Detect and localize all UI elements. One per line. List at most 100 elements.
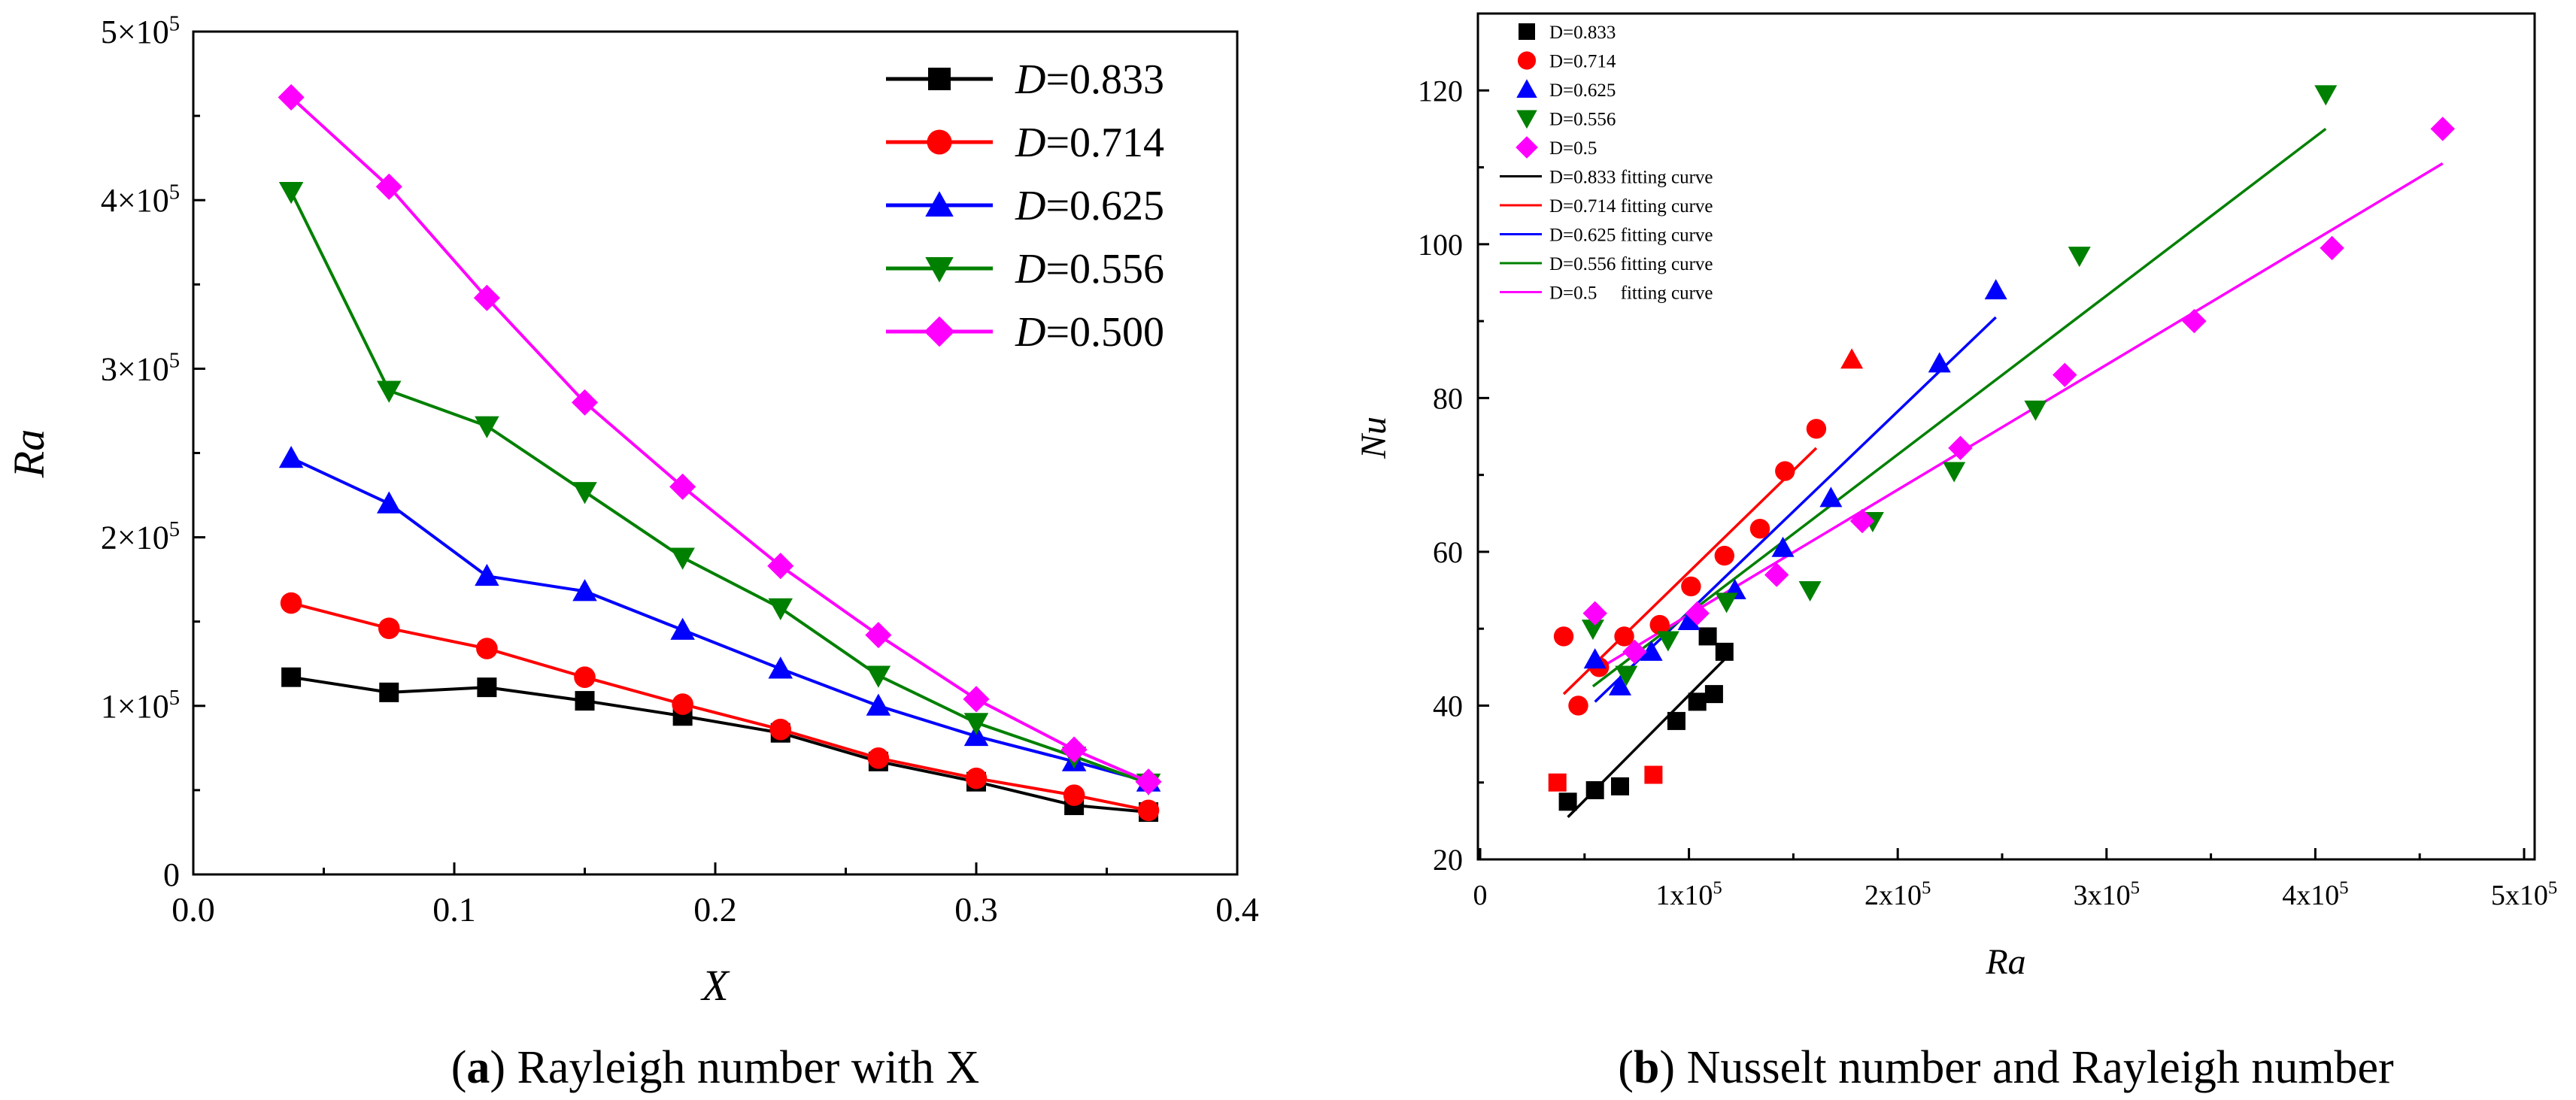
y-axis-ticks: 0 1×105 2×105 3×105 4×105 5×105 [101,12,205,893]
data-point [377,491,402,514]
x-tick-label: 0.1 [432,890,476,929]
data-point [2320,235,2344,261]
legend-item: D=0.714 [1517,51,1616,72]
data-point [1548,773,1567,792]
fitting-curve-line [1594,316,1997,703]
series-line [290,95,1149,783]
y-axis-label: Ra [5,429,53,478]
y-tick-label: 4×105 [101,180,180,219]
data-series [1548,85,2455,811]
legend-marker [925,257,954,283]
legend-item: D=0.714 fitting curve [1500,196,1713,217]
data-point [378,617,400,639]
data-point [1582,601,1607,626]
data-point [1704,685,1723,704]
fitting-curve-line [1562,447,1818,695]
data-point [1608,674,1631,695]
legend-item: D=0.833 [886,56,1164,103]
data-point [1840,348,1864,369]
stray-markers [1548,348,1864,792]
data-point [866,693,891,716]
legend-marker [1516,110,1537,129]
data-point [1698,627,1717,646]
legend-item: D=0.556 fitting curve [1500,254,1713,274]
data-point [1688,692,1707,711]
legend-marker [1517,51,1537,70]
data-point [375,173,402,200]
data-point [865,622,892,649]
legend-marker [1516,79,1537,98]
data-point [2182,308,2207,334]
data-point [1677,609,1701,630]
legend-label: D=0.5 [1549,138,1597,159]
data-point [768,656,793,679]
data-point [1943,462,1966,483]
legend-marker [925,191,954,217]
x-tick-label: 0.2 [693,890,737,929]
x-tick-label: 5x105 [2491,878,2557,911]
series-line [290,191,1149,785]
data-series [278,83,1162,823]
data-point [1553,626,1574,647]
y-tick-label: 3×105 [101,350,180,388]
data-point [672,693,693,715]
data-point [768,598,793,621]
legend-label: D=0.5 fitting curve [1549,283,1713,304]
data-point [278,445,304,468]
legend-item: D=0.5 fitting curve [1500,283,1713,304]
caption-b: Nusselt number and Rayleigh number [1687,1042,2394,1093]
legend-label: D=0.833 [1549,23,1616,43]
y-axis-ticks: 20 40 60 80 100 120 [1418,74,1489,877]
data-point [1775,461,1795,481]
x-axis-label: X [700,961,730,1010]
data-point [1656,631,1679,652]
panel-label-b: b [1634,1042,1659,1093]
y-tick-label: 5×105 [101,12,180,50]
data-point [1640,640,1663,661]
x-tick-label: 0 [1473,880,1488,911]
legend: D=0.833 D=0.714 D=0.625 D=0.556 D=0.5 D=0.833… [1500,23,1713,304]
x-tick-label: 0.3 [954,890,998,929]
legend-item: D=0.625 fitting curve [1500,226,1713,246]
data-point [1984,279,2007,300]
legend-label: D=0.556 [1015,246,1164,292]
legend-label: D=0.714 fitting curve [1549,196,1713,217]
data-point [1771,536,1795,557]
legend-marker [928,68,951,90]
data-point [1622,639,1647,665]
plot-frame-b [1476,12,2536,861]
series-d-0-833 [1558,627,1734,811]
data-point [475,416,499,438]
y-tick-label: 80 [1433,381,1463,415]
legend-label: D=0.500 [1015,309,1164,356]
panel-caption-a: (a) Rayleigh number with X [451,1042,980,1093]
data-point [1135,768,1162,795]
series-d-0-714 [280,592,1160,822]
legend-label: D=0.625 [1549,80,1616,101]
x-tick-label: 4x105 [2282,878,2348,911]
data-point [1649,614,1670,635]
y-tick-label: 100 [1418,228,1463,262]
y-tick-label: 120 [1418,74,1463,108]
data-point [278,83,305,111]
data-point [1714,545,1734,566]
data-point [2053,362,2077,387]
data-point [1585,780,1604,799]
legend-marker [927,129,952,155]
data-point [572,482,597,505]
data-point [280,592,302,614]
y-axis-label: Nu [1354,417,1394,459]
legend-label: D=0.714 [1549,52,1616,72]
fitting-curve-line [1591,128,2327,688]
legend-item: D=0.833 [1519,23,1616,43]
data-point [963,723,989,747]
data-point [1715,642,1734,661]
legend-label: D=0.625 [1015,183,1164,229]
legend-marker [924,316,955,347]
panel-a-rayleigh-vs-x: 0.0 0.1 0.2 0.3 0.4 0 1×105 2×105 3×105 4×105 5×1… [5,12,1259,1093]
data-point [572,579,597,602]
legend-label: D=0.833 fitting curve [1549,168,1713,188]
legend-item: D=0.714 [886,120,1164,166]
data-point [867,747,890,769]
x-tick-label: 1x105 [1655,878,1722,911]
